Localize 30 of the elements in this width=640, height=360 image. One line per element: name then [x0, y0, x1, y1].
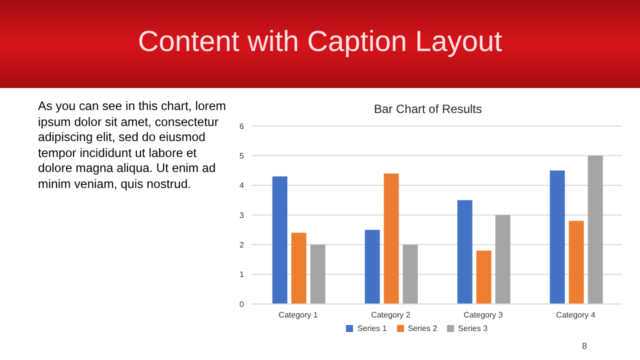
bar: [588, 156, 603, 304]
x-tick-label: Category 4: [556, 310, 596, 320]
bar: [291, 232, 306, 304]
chart-title: Bar Chart of Results: [372, 102, 484, 116]
legend-label: Series 1: [357, 324, 387, 333]
bar: [272, 176, 288, 304]
text: 8: [582, 341, 588, 351]
x-tick-label: Category 3: [464, 310, 504, 320]
bar: [550, 170, 565, 304]
y-tick-label: 3: [240, 210, 245, 220]
x-tick-label: Category 1: [278, 310, 318, 320]
bar: [364, 230, 380, 304]
y-tick-label: 5: [240, 152, 245, 161]
legend-label: Series 3: [458, 324, 488, 333]
y-tick-label: 0: [240, 300, 245, 309]
y-tick-label: 6: [240, 122, 245, 131]
y-tick-label: 4: [240, 181, 245, 190]
bar: [384, 173, 399, 304]
bar: [495, 215, 510, 304]
text: As you can see in this chart, lorem ipsum dolor sit amet, consectetur adipiscing elit, sed do eiusmod tempor incididunt ut labore et dolore magna aliqua. Ut enim ad minim veniam, quis nostrud.: [38, 99, 227, 192]
y-tick-label: 1: [240, 270, 245, 280]
bar: [457, 200, 472, 304]
bar: [568, 220, 584, 304]
bar: [402, 244, 418, 304]
bar: [310, 244, 326, 304]
legend-label: Series 2: [408, 324, 438, 333]
y-tick-label: 2: [240, 240, 245, 250]
x-tick-label: Category 2: [371, 310, 411, 320]
text: Content with Caption Layout: [136, 26, 504, 59]
bar: [476, 250, 492, 304]
